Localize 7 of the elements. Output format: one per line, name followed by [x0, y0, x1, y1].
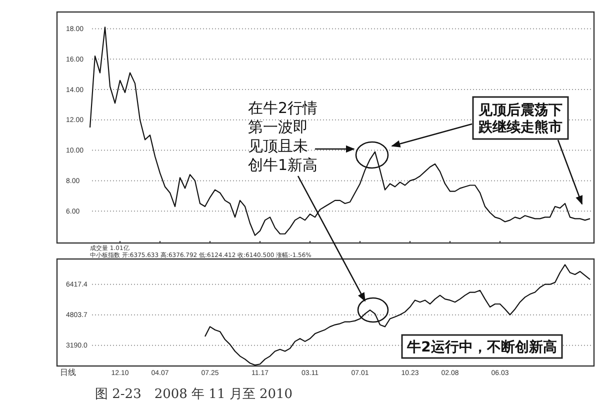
- line-series: [89, 26, 591, 236]
- caption: 图 2-23 2008 年 11 月至 2010: [95, 387, 293, 402]
- annotation: 在牛2行情第一波即见顶且未创牛1新高: [248, 99, 318, 174]
- annotation: 见顶后震荡下跌继续走熊市: [478, 102, 562, 136]
- line-series: [204, 264, 591, 366]
- text: 日线: [60, 368, 76, 377]
- annotation: 牛2运行中，不断创新高: [406, 338, 557, 356]
